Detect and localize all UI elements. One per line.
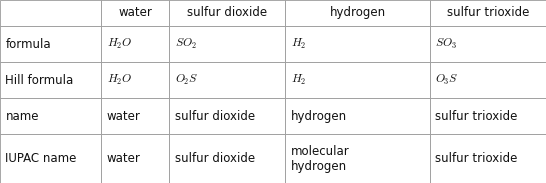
Text: $O_3S$: $O_3S$ bbox=[436, 73, 459, 87]
Bar bbox=[0, 62, 102, 98]
Text: hydrogen: hydrogen bbox=[329, 6, 385, 20]
Text: IUPAC name: IUPAC name bbox=[5, 152, 77, 165]
Bar bbox=[0, 134, 102, 183]
Bar bbox=[0, 0, 102, 26]
Text: water: water bbox=[107, 110, 141, 123]
Text: molecular
hydrogen: molecular hydrogen bbox=[290, 145, 349, 173]
Text: sulfur dioxide: sulfur dioxide bbox=[187, 6, 267, 20]
Text: sulfur dioxide: sulfur dioxide bbox=[175, 110, 254, 123]
Text: sulfur trioxide: sulfur trioxide bbox=[436, 110, 518, 123]
Text: water: water bbox=[107, 152, 141, 165]
Bar bbox=[0, 26, 102, 62]
Bar bbox=[285, 62, 430, 98]
Text: name: name bbox=[5, 110, 39, 123]
Bar bbox=[102, 134, 169, 183]
Text: $SO_3$: $SO_3$ bbox=[436, 37, 458, 51]
Text: water: water bbox=[118, 6, 152, 20]
Bar bbox=[102, 98, 169, 134]
Text: sulfur dioxide: sulfur dioxide bbox=[175, 152, 254, 165]
Text: $H_2$: $H_2$ bbox=[290, 37, 306, 51]
Text: $O_2S$: $O_2S$ bbox=[175, 73, 198, 87]
Text: sulfur trioxide: sulfur trioxide bbox=[447, 6, 529, 20]
Bar bbox=[169, 0, 285, 26]
Bar bbox=[285, 134, 430, 183]
Bar bbox=[102, 62, 169, 98]
Bar bbox=[430, 62, 546, 98]
Text: formula: formula bbox=[5, 38, 51, 51]
Text: hydrogen: hydrogen bbox=[290, 110, 347, 123]
Text: sulfur trioxide: sulfur trioxide bbox=[436, 152, 518, 165]
Bar bbox=[169, 26, 285, 62]
Bar bbox=[430, 134, 546, 183]
Bar bbox=[102, 26, 169, 62]
Bar bbox=[0, 98, 102, 134]
Text: $SO_2$: $SO_2$ bbox=[175, 37, 197, 51]
Bar bbox=[285, 98, 430, 134]
Text: Hill formula: Hill formula bbox=[5, 74, 74, 87]
Bar bbox=[169, 134, 285, 183]
Text: $H_2O$: $H_2O$ bbox=[107, 37, 132, 51]
Bar bbox=[285, 0, 430, 26]
Bar bbox=[285, 26, 430, 62]
Text: $H_2$: $H_2$ bbox=[290, 73, 306, 87]
Bar bbox=[430, 0, 546, 26]
Bar bbox=[169, 62, 285, 98]
Bar bbox=[430, 26, 546, 62]
Text: $H_2O$: $H_2O$ bbox=[107, 73, 132, 87]
Bar bbox=[430, 98, 546, 134]
Bar bbox=[102, 0, 169, 26]
Bar bbox=[169, 98, 285, 134]
